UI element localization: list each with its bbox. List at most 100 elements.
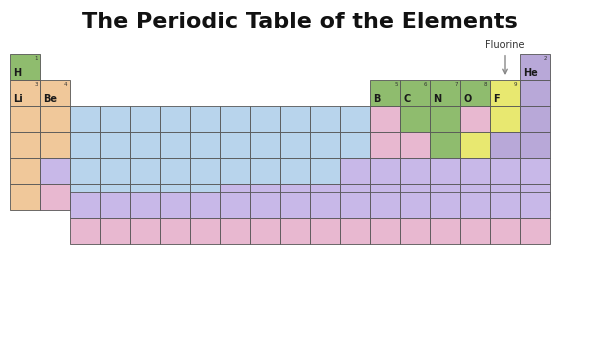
Bar [310, 218, 340, 244]
Bar [10, 158, 40, 184]
Bar [370, 158, 400, 184]
Bar [520, 218, 550, 244]
Bar [250, 184, 280, 210]
Bar [340, 184, 370, 210]
Bar [370, 106, 400, 132]
Bar [70, 106, 100, 132]
Bar [220, 192, 250, 218]
Bar [130, 106, 160, 132]
Bar [70, 218, 100, 244]
Bar [10, 54, 40, 80]
Text: Fluorine: Fluorine [485, 40, 525, 74]
Bar [190, 132, 220, 158]
Text: 2: 2 [544, 56, 548, 61]
Bar [40, 132, 70, 158]
Bar [40, 184, 70, 210]
Bar [370, 80, 400, 106]
Bar [190, 192, 220, 218]
Bar [430, 184, 460, 210]
Bar [250, 106, 280, 132]
Bar [130, 132, 160, 158]
Bar [400, 80, 430, 106]
Bar [400, 192, 430, 218]
Bar [520, 106, 550, 132]
Text: 9: 9 [514, 82, 518, 87]
Bar [520, 184, 550, 210]
Bar [160, 192, 190, 218]
Bar [310, 106, 340, 132]
Bar [490, 184, 520, 210]
Text: The Periodic Table of the Elements: The Periodic Table of the Elements [82, 12, 518, 32]
Bar [220, 218, 250, 244]
Bar [220, 106, 250, 132]
Bar [220, 158, 250, 184]
Bar [400, 184, 430, 210]
Bar [490, 132, 520, 158]
Bar [400, 158, 430, 184]
Text: 1: 1 [34, 56, 38, 61]
Bar [430, 158, 460, 184]
Bar [280, 184, 310, 210]
Text: B: B [374, 94, 381, 104]
Text: F: F [494, 94, 500, 104]
Text: 7: 7 [454, 82, 458, 87]
Bar [250, 158, 280, 184]
Bar [130, 218, 160, 244]
Bar [490, 218, 520, 244]
Bar [130, 158, 160, 184]
Bar [460, 158, 490, 184]
Bar [340, 132, 370, 158]
Bar [10, 184, 40, 210]
Bar [460, 106, 490, 132]
Bar [40, 80, 70, 106]
Bar [100, 158, 130, 184]
Bar [160, 218, 190, 244]
Bar [520, 54, 550, 80]
Bar [100, 106, 130, 132]
Text: 6: 6 [424, 82, 428, 87]
Bar [160, 132, 190, 158]
Bar [490, 106, 520, 132]
Bar [400, 106, 430, 132]
Text: Li: Li [14, 94, 23, 104]
Bar [310, 192, 340, 218]
Bar [460, 132, 490, 158]
Bar [430, 192, 460, 218]
Bar [520, 132, 550, 158]
Bar [40, 158, 70, 184]
Bar [310, 158, 340, 184]
Bar [370, 218, 400, 244]
Bar [100, 218, 130, 244]
Bar [190, 218, 220, 244]
Bar [280, 218, 310, 244]
Bar [280, 132, 310, 158]
Text: H: H [14, 68, 22, 78]
Bar [70, 132, 100, 158]
Bar [490, 80, 520, 106]
Bar [430, 132, 460, 158]
Text: 8: 8 [484, 82, 488, 87]
Text: N: N [434, 94, 442, 104]
Bar [190, 184, 220, 210]
Bar [100, 132, 130, 158]
Bar [340, 158, 370, 184]
Bar [250, 218, 280, 244]
Bar [370, 192, 400, 218]
Bar [130, 184, 160, 210]
Bar [130, 192, 160, 218]
Bar [220, 132, 250, 158]
Bar [340, 192, 370, 218]
Text: 5: 5 [394, 82, 398, 87]
Bar [100, 184, 130, 210]
Bar [100, 192, 130, 218]
Bar [430, 218, 460, 244]
Bar [10, 80, 40, 106]
Bar [490, 192, 520, 218]
Bar [340, 218, 370, 244]
Bar [160, 158, 190, 184]
Bar [400, 218, 430, 244]
Bar [460, 184, 490, 210]
Bar [310, 184, 340, 210]
Text: C: C [404, 94, 411, 104]
Bar [460, 80, 490, 106]
